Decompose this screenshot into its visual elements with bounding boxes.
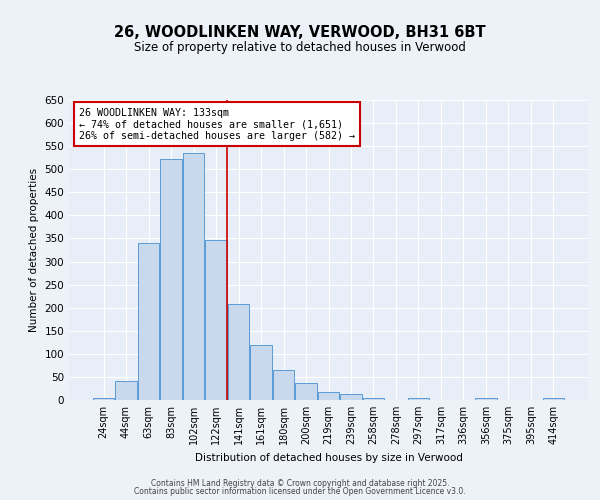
Bar xyxy=(227,304,250,400)
Y-axis label: Number of detached properties: Number of detached properties xyxy=(29,168,39,332)
Text: 26 WOODLINKEN WAY: 133sqm
← 74% of detached houses are smaller (1,651)
26% of se: 26 WOODLINKEN WAY: 133sqm ← 74% of detac… xyxy=(79,108,355,140)
Bar xyxy=(475,398,497,400)
Bar xyxy=(160,159,182,400)
Bar xyxy=(407,398,430,400)
Bar xyxy=(92,398,115,400)
Bar xyxy=(137,243,160,400)
Bar xyxy=(205,240,227,400)
Bar xyxy=(272,370,295,400)
Bar xyxy=(115,380,137,400)
Text: Contains public sector information licensed under the Open Government Licence v3: Contains public sector information licen… xyxy=(134,487,466,496)
Bar xyxy=(295,383,317,400)
Bar xyxy=(542,398,565,400)
Text: Contains HM Land Registry data © Crown copyright and database right 2025.: Contains HM Land Registry data © Crown c… xyxy=(151,478,449,488)
Bar xyxy=(250,344,272,400)
Bar xyxy=(362,398,385,400)
Bar xyxy=(182,153,205,400)
Bar xyxy=(317,392,340,400)
Text: Size of property relative to detached houses in Verwood: Size of property relative to detached ho… xyxy=(134,41,466,54)
Text: 26, WOODLINKEN WAY, VERWOOD, BH31 6BT: 26, WOODLINKEN WAY, VERWOOD, BH31 6BT xyxy=(114,25,486,40)
X-axis label: Distribution of detached houses by size in Verwood: Distribution of detached houses by size … xyxy=(194,452,463,462)
Bar xyxy=(340,394,362,400)
